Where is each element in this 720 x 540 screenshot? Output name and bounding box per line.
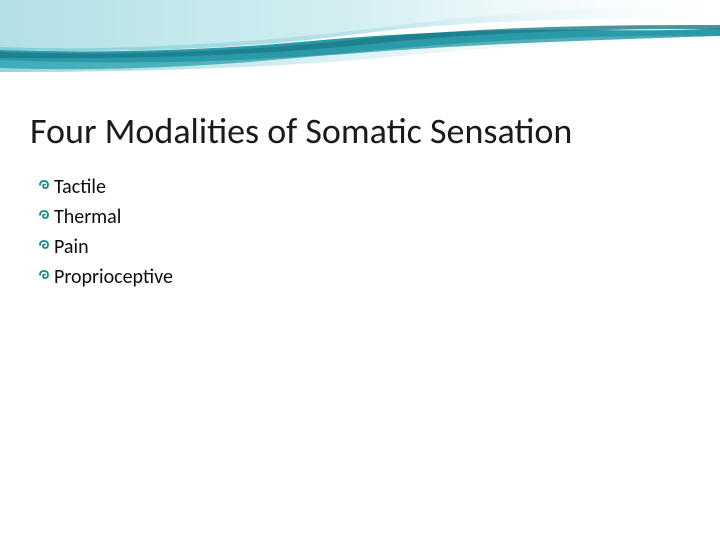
bullet-icon (38, 203, 52, 230)
list-item: Thermal (38, 203, 680, 231)
list-item: Tactile (38, 173, 680, 201)
list-item: Pain (38, 233, 680, 261)
bullet-list: Tactile Thermal Pain Proprioceptive (30, 173, 680, 291)
bullet-icon (38, 233, 52, 260)
bullet-text: Tactile (54, 173, 680, 201)
bullet-icon (38, 173, 52, 200)
bullet-text: Pain (54, 233, 680, 261)
slide-title: Four Modalities of Somatic Sensation (30, 110, 680, 153)
bullet-text: Thermal (54, 203, 680, 231)
bullet-icon (38, 263, 52, 290)
bullet-text: Proprioceptive (54, 263, 680, 291)
list-item: Proprioceptive (38, 263, 680, 291)
slide-content: Four Modalities of Somatic Sensation Tac… (0, 0, 720, 333)
